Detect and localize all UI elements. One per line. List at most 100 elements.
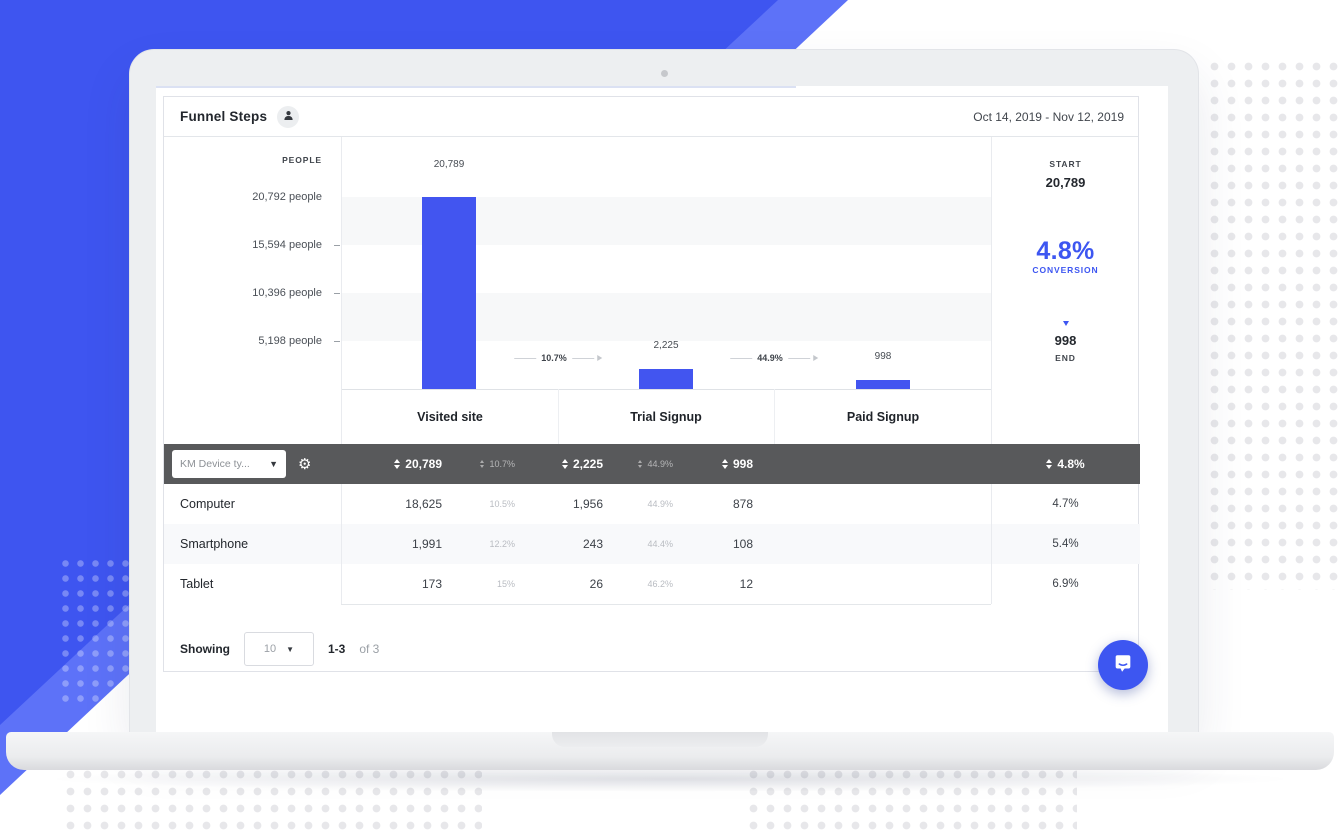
sort-icon [638, 460, 643, 468]
dot-pattern-bottom-right [745, 766, 1077, 830]
arrow-down-icon [991, 321, 1140, 326]
step-label-visited-site: Visited site [417, 409, 483, 424]
y-tick-mark [334, 341, 340, 342]
step-separator [558, 389, 559, 444]
date-range[interactable]: Oct 14, 2019 - Nov 12, 2019 [973, 109, 1124, 124]
y-tick-label: 20,792 people [252, 191, 322, 203]
cell-visited: 173 [421, 577, 442, 591]
segment-name: Computer [180, 497, 235, 511]
cell-trial: 243 [582, 537, 603, 551]
column-separator [341, 137, 342, 604]
y-tick-label: 15,594 people [252, 239, 322, 251]
cell-visited: 18,625 [405, 497, 442, 511]
report-owner-badge[interactable] [277, 105, 300, 128]
funnel-bar-chart [341, 197, 991, 389]
step-conversion-arrow: 44.9% [730, 353, 818, 363]
cell-conv2: 44.9% [647, 499, 673, 509]
bar-value-label: 20,789 [433, 159, 465, 170]
cell-conv2: 46.2% [647, 579, 673, 589]
segment-header-row: KM Device ty... ▼ ⚙ 20,789 10.7% 2,225 4… [164, 444, 1140, 484]
y-axis-title: PEOPLE [282, 155, 322, 165]
page-range: 1-3 [328, 642, 346, 656]
segment-name: Smartphone [180, 537, 249, 551]
sort-header-conv1[interactable]: 10.7% [455, 444, 515, 484]
report-header: Funnel Steps Oct 14, 2019 - Nov 12, 2019 [164, 97, 1138, 137]
bar-trial-signup [639, 368, 693, 389]
summary-start-value: 20,789 [1045, 175, 1086, 190]
bar-value-label: 998 [874, 351, 892, 362]
sort-icon [721, 459, 728, 469]
chevron-down-icon: ▼ [269, 459, 278, 469]
cell-conv1: 10.5% [489, 499, 515, 509]
summary-conversion-label: CONVERSION [1032, 265, 1099, 275]
cell-paid: 878 [732, 497, 753, 511]
cell-overall: 6.9% [1052, 578, 1079, 590]
dot-pattern-on-blue [58, 556, 136, 708]
bar-value-label: 2,225 [653, 340, 679, 351]
cell-overall: 5.4% [1052, 538, 1079, 550]
cell-overall: 4.7% [1052, 498, 1079, 510]
step-conversion-label: 44.9% [757, 353, 783, 363]
cell-paid: 108 [732, 537, 753, 551]
pagination: Showing 10 ▼ 1-3 of 3 [180, 632, 379, 666]
laptop-base-notch [552, 732, 768, 747]
step-conversion-arrow: 10.7% [514, 353, 602, 363]
bar-paid-signup [856, 379, 910, 389]
sort-header-trial[interactable]: 2,225 [503, 444, 603, 484]
user-icon [283, 108, 294, 126]
summary-end-label: END [1055, 353, 1076, 363]
chevron-down-icon: ▼ [286, 644, 295, 654]
step-label-paid-signup: Paid Signup [846, 409, 920, 424]
cell-trial: 1,956 [572, 497, 603, 511]
sort-header-overall-conversion[interactable]: 4.8% [991, 444, 1140, 484]
segment-property-select[interactable]: KM Device ty... ▼ [172, 450, 286, 478]
sort-icon [394, 459, 401, 469]
report-title: Funnel Steps [180, 109, 268, 124]
y-tick-label: 5,198 people [258, 335, 322, 347]
sort-icon [561, 459, 568, 469]
dot-pattern-right [1206, 58, 1340, 590]
cell-conv1: 15% [496, 579, 515, 589]
step-label-trial-signup: Trial Signup [630, 409, 702, 424]
step-conversion-label: 10.7% [541, 353, 567, 363]
summary-start-label: START [1049, 159, 1082, 169]
summary-end-value: 998 [1054, 333, 1077, 348]
cell-trial: 26 [589, 577, 603, 591]
gear-icon[interactable]: ⚙ [298, 456, 312, 473]
arrow-right-icon [812, 355, 818, 361]
segment-property-value: KM Device ty... [180, 458, 250, 470]
cell-conv2: 44.4% [647, 539, 673, 549]
page-size-value: 10 [263, 643, 277, 655]
chat-launcher-button[interactable] [1098, 640, 1148, 690]
screen-top-accent-line [156, 86, 796, 88]
page-size-select[interactable]: 10 ▼ [244, 632, 314, 666]
table-row: Computer 18,625 10.5% 1,956 44.9% 878 4.… [164, 484, 1140, 524]
column-separator [991, 137, 992, 604]
table-row: Tablet 173 15% 26 46.2% 12 6.9% [164, 564, 1140, 604]
sort-header-conv2[interactable]: 44.9% [613, 444, 673, 484]
table-bottom-border [341, 604, 991, 605]
table-row: Smartphone 1,991 12.2% 243 44.4% 108 5.4… [164, 524, 1140, 564]
laptop-shadow [40, 766, 1300, 792]
showing-label: Showing [180, 642, 230, 656]
page-total: of 3 [359, 642, 380, 656]
dot-pattern-bottom-left [62, 766, 482, 830]
sort-header-visited[interactable]: 20,789 [322, 444, 442, 484]
summary-conversion-value: 4.8% [1036, 237, 1095, 265]
funnel-report-card: Funnel Steps Oct 14, 2019 - Nov 12, 2019… [163, 96, 1140, 672]
step-separator [774, 389, 775, 444]
sort-header-paid[interactable]: 998 [653, 444, 753, 484]
y-tick-label: 10,396 people [252, 287, 322, 299]
sort-icon [1046, 459, 1053, 469]
cell-visited: 1,991 [411, 537, 442, 551]
segment-name: Tablet [180, 577, 214, 591]
sort-icon [480, 460, 485, 468]
arrow-right-icon [596, 355, 602, 361]
cell-conv1: 12.2% [489, 539, 515, 549]
x-axis-line [341, 389, 991, 390]
bar-visited-site [422, 197, 476, 389]
y-tick-mark [334, 245, 340, 246]
chat-bubble-icon [1112, 652, 1134, 679]
laptop-camera-dot [661, 70, 668, 77]
